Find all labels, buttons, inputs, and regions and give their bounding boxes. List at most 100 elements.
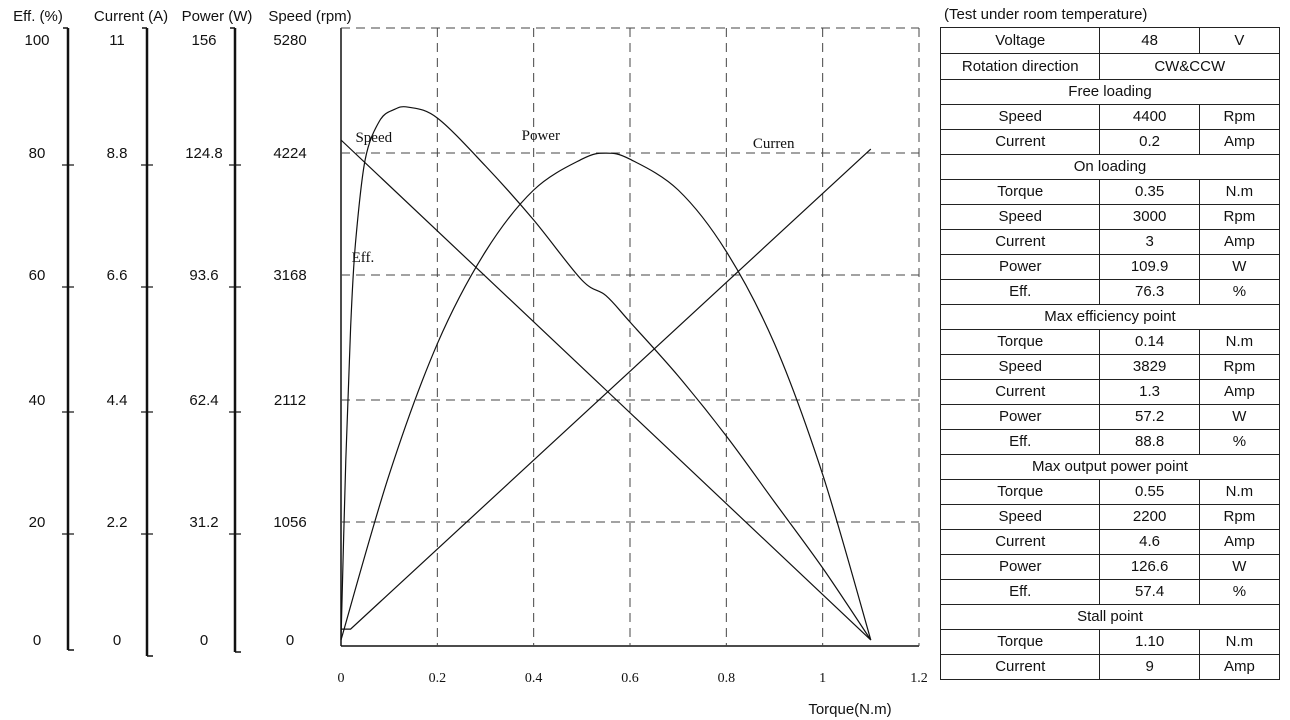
x-tick-label: 0.6 <box>621 671 639 686</box>
spec-param-value: 1.10 <box>1099 629 1200 655</box>
series-line-speed <box>340 139 872 641</box>
y-tick-label-power: 156 <box>191 32 216 49</box>
y-axis-power: Power (W) 156 124.8 93.6 62.4 31.2 0 <box>182 8 253 653</box>
spec-row: Torque 0.35 N.m <box>939 179 1281 205</box>
spec-row: Current 9 Amp <box>939 654 1281 680</box>
x-tick-label: 0.2 <box>429 671 447 686</box>
spec-param-unit: Rpm <box>1198 354 1281 380</box>
spec-param-unit: N.m <box>1198 629 1281 655</box>
spec-param-value: 3829 <box>1099 354 1200 380</box>
y-tick-label-eff: 0 <box>33 632 41 649</box>
series-line-curren <box>341 148 872 630</box>
spec-param-unit: Amp <box>1198 129 1281 155</box>
spec-param-unit: Amp <box>1198 529 1281 555</box>
spec-param-unit: Rpm <box>1198 204 1281 230</box>
spec-param-value: 88.8 <box>1099 429 1200 455</box>
series-line-power <box>340 152 872 641</box>
spec-param-label: Torque <box>939 479 1101 505</box>
y-tick-label-speed: 4224 <box>273 145 306 162</box>
spec-row: Current 4.6 Amp <box>939 529 1281 555</box>
spec-param-label: Current <box>939 529 1101 555</box>
x-tick-label: 1 <box>819 671 826 686</box>
spec-param-unit: Rpm <box>1198 104 1281 130</box>
spec-row: Eff. 57.4% <box>939 579 1281 605</box>
spec-param-label: Current <box>939 129 1101 155</box>
spec-param-unit: W <box>1198 254 1281 280</box>
spec-param-unit: W <box>1198 554 1281 580</box>
spec-row: Rotation direction CW&CCW <box>939 53 1280 80</box>
spec-param-value: 0.35 <box>1099 179 1200 205</box>
spec-param-label: Current <box>939 654 1101 680</box>
spec-table: Voltage 48 V Rotation direction CW&CCW Free l… <box>939 27 1281 680</box>
spec-param-label: Power <box>939 254 1101 280</box>
y-axis-title-power: Power (W) <box>182 8 253 25</box>
spec-row: Eff. 76.3% <box>939 279 1281 305</box>
plot-area: 0 0.2 0.4 0.6 0.8 1 1.2 Speed Power Curren Eff. <box>338 27 928 686</box>
spec-row: Stall point <box>940 604 1280 630</box>
spec-param-unit: V <box>1198 27 1281 54</box>
spec-row: Max efficiency point <box>940 304 1280 330</box>
spec-row: Current 3 Amp <box>939 229 1281 255</box>
y-tick-label-current: 8.8 <box>107 145 128 162</box>
spec-param-value: 4400 <box>1099 104 1200 130</box>
y-tick-label-speed: 2112 <box>274 392 306 409</box>
y-axis-title-current: Current (A) <box>94 8 168 25</box>
x-tick-label: 1.2 <box>910 671 928 686</box>
spec-section-header: Stall point <box>940 604 1280 630</box>
y-tick-label-power: 124.8 <box>185 145 223 162</box>
spec-row: Speed 4400 Rpm <box>939 104 1281 130</box>
x-tick-label: 0 <box>338 671 345 686</box>
spec-row: Torque 1.10 N.m <box>939 629 1281 655</box>
y-tick-label-speed: 5280 <box>273 32 306 49</box>
spec-row: Torque 0.55 N.m <box>939 479 1281 505</box>
curve-label-speed: Speed <box>355 130 392 146</box>
series-line-eff <box>340 106 872 641</box>
spec-param-value: 4.6 <box>1099 529 1200 555</box>
spec-table-title: (Test under room temperature) <box>944 6 1148 23</box>
spec-param-unit: Amp <box>1198 229 1281 255</box>
spec-row: Eff. 88.8% <box>939 429 1281 455</box>
spec-param-label: Current <box>939 229 1101 255</box>
spec-param-label: Torque <box>939 629 1101 655</box>
spec-param-label: Current <box>939 379 1101 405</box>
spec-param-label: Speed <box>939 504 1101 530</box>
spec-row: Speed 3829 Rpm <box>939 354 1281 380</box>
x-tick-label: 0.4 <box>525 671 543 686</box>
y-axis-speed: Speed (rpm) 5280 4224 3168 2112 1056 0 <box>268 8 351 649</box>
spec-param-value: 3 <box>1099 229 1200 255</box>
y-tick-label-eff: 40 <box>29 392 46 409</box>
spec-section-header: Max efficiency point <box>940 304 1280 330</box>
spec-row: On loading <box>940 154 1280 180</box>
spec-param-value: 76.3 <box>1099 279 1200 305</box>
y-axis-title-speed: Speed (rpm) <box>268 8 351 25</box>
y-axes-group: Eff. (%) 100 80 60 40 20 0 Current (A) 11 8.8 6.6 4… <box>13 8 352 657</box>
curve-label-curren: Curren <box>753 136 795 152</box>
spec-param-label: Torque <box>939 329 1101 355</box>
y-axis-current: Current (A) 11 8.8 6.6 4.4 2.2 0 <box>94 8 168 657</box>
spec-param-value: CW&CCW <box>1099 53 1280 80</box>
spec-param-label: Speed <box>939 354 1101 380</box>
spec-section-header: On loading <box>940 154 1280 180</box>
spec-param-label: Torque <box>939 179 1101 205</box>
spec-param-label: Eff. <box>939 429 1101 455</box>
spec-param-label: Power <box>939 404 1101 430</box>
spec-row: Power 109.9 W <box>939 254 1281 280</box>
curve-label-power: Power <box>522 128 560 144</box>
spec-param-label: Voltage <box>939 27 1101 54</box>
spec-param-unit: N.m <box>1198 479 1281 505</box>
spec-param-unit: Rpm <box>1198 504 1281 530</box>
y-tick-label-speed: 0 <box>286 632 294 649</box>
spec-param-label: Speed <box>939 204 1101 230</box>
spec-param-unit: % <box>1198 279 1281 305</box>
y-tick-label-power: 62.4 <box>189 392 218 409</box>
spec-param-value: 2200 <box>1099 504 1200 530</box>
y-tick-label-power: 31.2 <box>189 514 218 531</box>
spec-param-value: 126.6 <box>1099 554 1200 580</box>
spec-section-header: Free loading <box>940 79 1280 105</box>
spec-section-header: Max output power point <box>940 454 1280 480</box>
x-axis-label: Torque(N.m) <box>808 701 891 718</box>
y-tick-label-current: 11 <box>109 32 125 49</box>
spec-param-value: 48 <box>1099 27 1200 54</box>
y-tick-label-speed: 3168 <box>273 267 306 284</box>
